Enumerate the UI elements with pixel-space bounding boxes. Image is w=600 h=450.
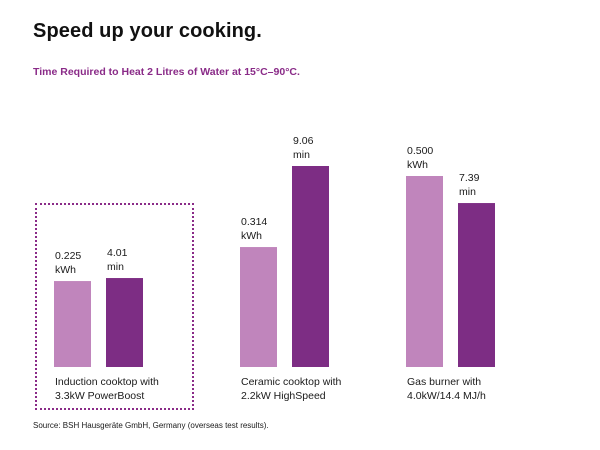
group-label-1-0: Ceramic cooktop with	[241, 376, 342, 388]
data-label-2-energy-1: kWh	[407, 159, 428, 171]
highlight-box-induction	[35, 203, 194, 410]
group-label-0-0: Induction cooktop with	[55, 376, 159, 388]
group-label-2-0: Gas burner with	[407, 376, 481, 388]
data-label-1-energy-0: 0.314	[241, 216, 267, 228]
data-label-0-time-0: 4.01	[107, 247, 128, 259]
data-label-2-time-0: 7.39	[459, 172, 480, 184]
data-label-2-energy-0: 0.500	[407, 145, 433, 157]
bar-0-energy	[54, 281, 91, 367]
data-label-1-energy-1: kWh	[241, 230, 262, 242]
data-label-0-energy-0: 0.225	[55, 250, 81, 262]
data-label-0-energy-1: kWh	[55, 264, 76, 276]
bar-1-time	[292, 166, 329, 367]
source-note: Source: BSH Hausgeräte GmbH, Germany (ov…	[33, 421, 269, 430]
bar-1-energy	[240, 247, 277, 367]
page-headline: Speed up your cooking.	[33, 20, 262, 42]
bar-2-time	[458, 203, 495, 367]
group-label-2-1: 4.0kW/14.4 MJ/h	[407, 390, 486, 402]
data-label-0-time-1: min	[107, 261, 124, 273]
bar-0-time	[106, 278, 143, 367]
data-label-1-time-0: 9.06	[293, 135, 314, 147]
data-label-1-time-1: min	[293, 149, 310, 161]
group-label-1-1: 2.2kW HighSpeed	[241, 390, 326, 402]
bar-2-energy	[406, 176, 443, 367]
chart-subtitle: Time Required to Heat 2 Litres of Water …	[33, 66, 300, 78]
data-label-2-time-1: min	[459, 186, 476, 198]
group-label-0-1: 3.3kW PowerBoost	[55, 390, 144, 402]
